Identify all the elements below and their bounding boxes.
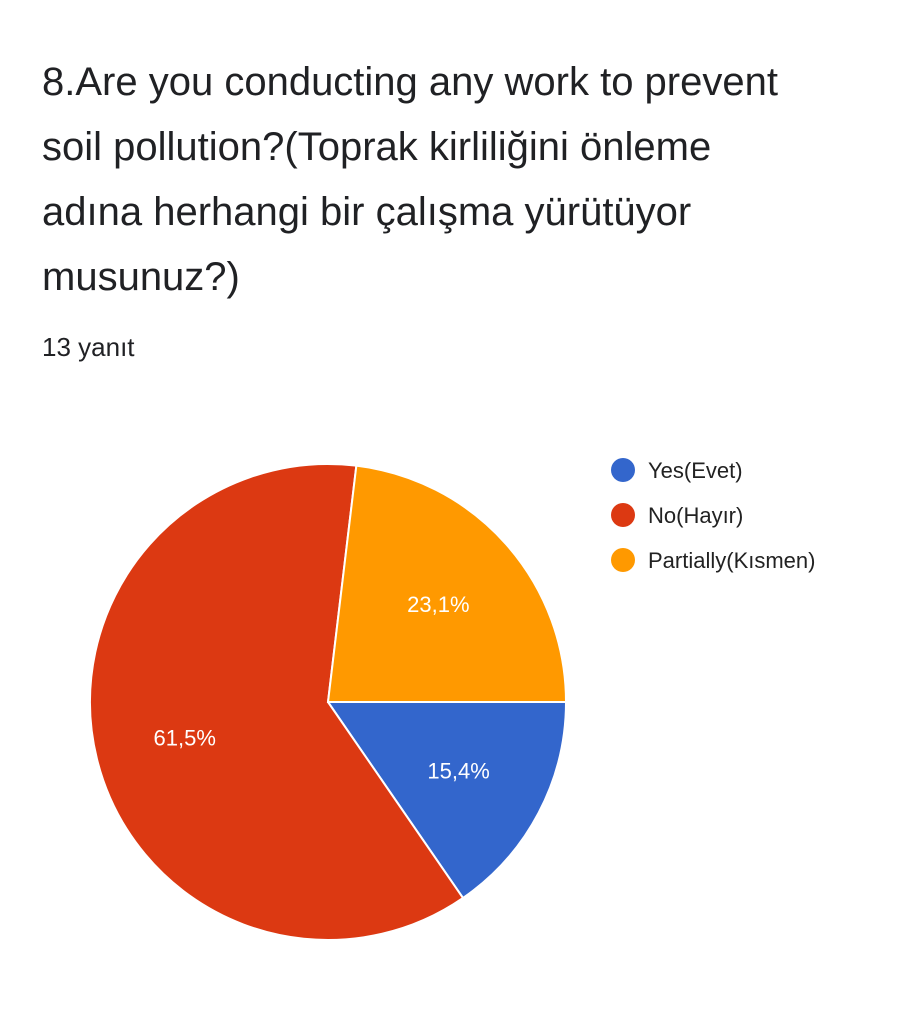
legend-label-0: Yes(Evet) bbox=[648, 458, 743, 483]
legend-label-2: Partially(Kısmen) bbox=[648, 548, 815, 573]
legend-label-1: No(Hayır) bbox=[648, 503, 743, 528]
legend-marker-2 bbox=[611, 548, 635, 572]
slice-label-2: 23,1% bbox=[407, 592, 469, 617]
pie-slice-1 bbox=[89, 463, 465, 941]
legend-marker-1 bbox=[611, 503, 635, 527]
slice-label-1: 61,5% bbox=[154, 725, 216, 750]
pie-slice-2 bbox=[326, 464, 568, 703]
slice-label-0: 15,4% bbox=[427, 759, 489, 784]
pie-slice-0 bbox=[326, 701, 568, 900]
question-title: 8.Are you conducting any work to prevent… bbox=[42, 60, 778, 299]
legend-marker-0 bbox=[611, 458, 635, 482]
response-count: 13 yanıt bbox=[42, 332, 135, 362]
